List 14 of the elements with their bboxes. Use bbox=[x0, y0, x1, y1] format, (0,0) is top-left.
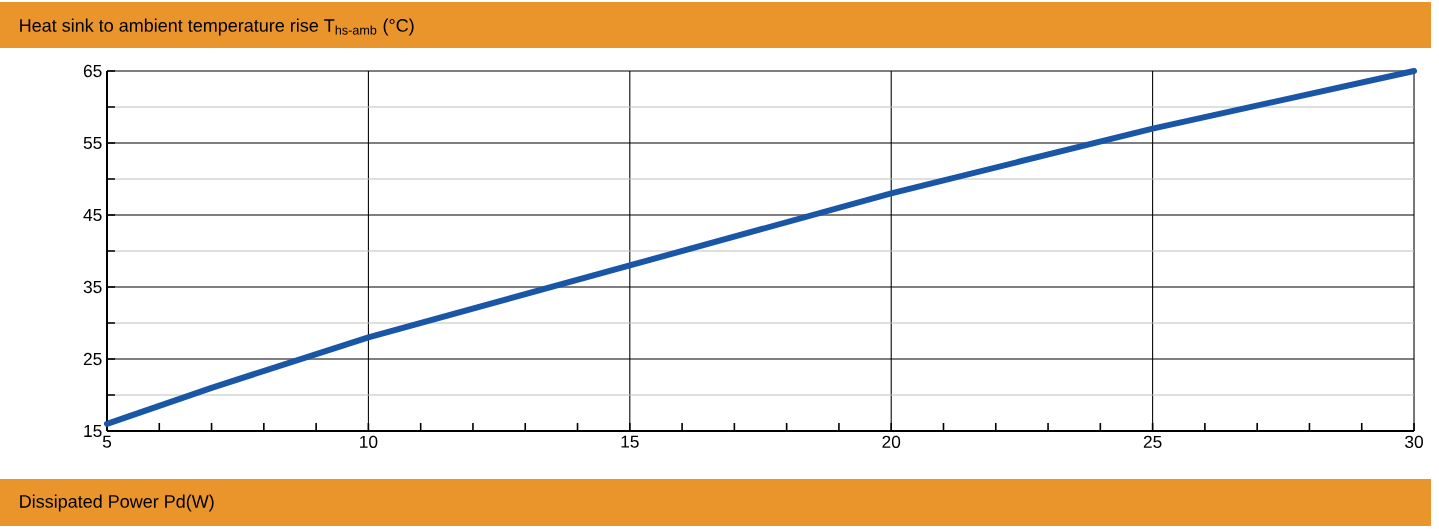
y-axis-title: Heat sink to ambient temperature rise T$_{hs-amb}$ (°C) bbox=[20, 18, 414, 36]
x-tick-label: 10 bbox=[360, 435, 378, 448]
y-tick-label: 25 bbox=[83, 352, 102, 366]
y-tick-label: 65 bbox=[83, 64, 102, 78]
x-tick-label: 25 bbox=[1143, 435, 1162, 448]
x-tick-label: 15 bbox=[621, 435, 639, 448]
y-tick-label: 15 bbox=[84, 424, 102, 438]
x-tick-label: 20 bbox=[882, 435, 901, 448]
y-tick-label: 55 bbox=[83, 136, 102, 150]
x-tick-label: 30 bbox=[1405, 435, 1423, 448]
y-tick-label: 35 bbox=[83, 280, 102, 294]
x-tick-label: 5 bbox=[102, 435, 112, 448]
y-tick-label: 45 bbox=[83, 208, 102, 222]
x-axis-title: Dissipated Power Pd(W) bbox=[20, 494, 214, 512]
